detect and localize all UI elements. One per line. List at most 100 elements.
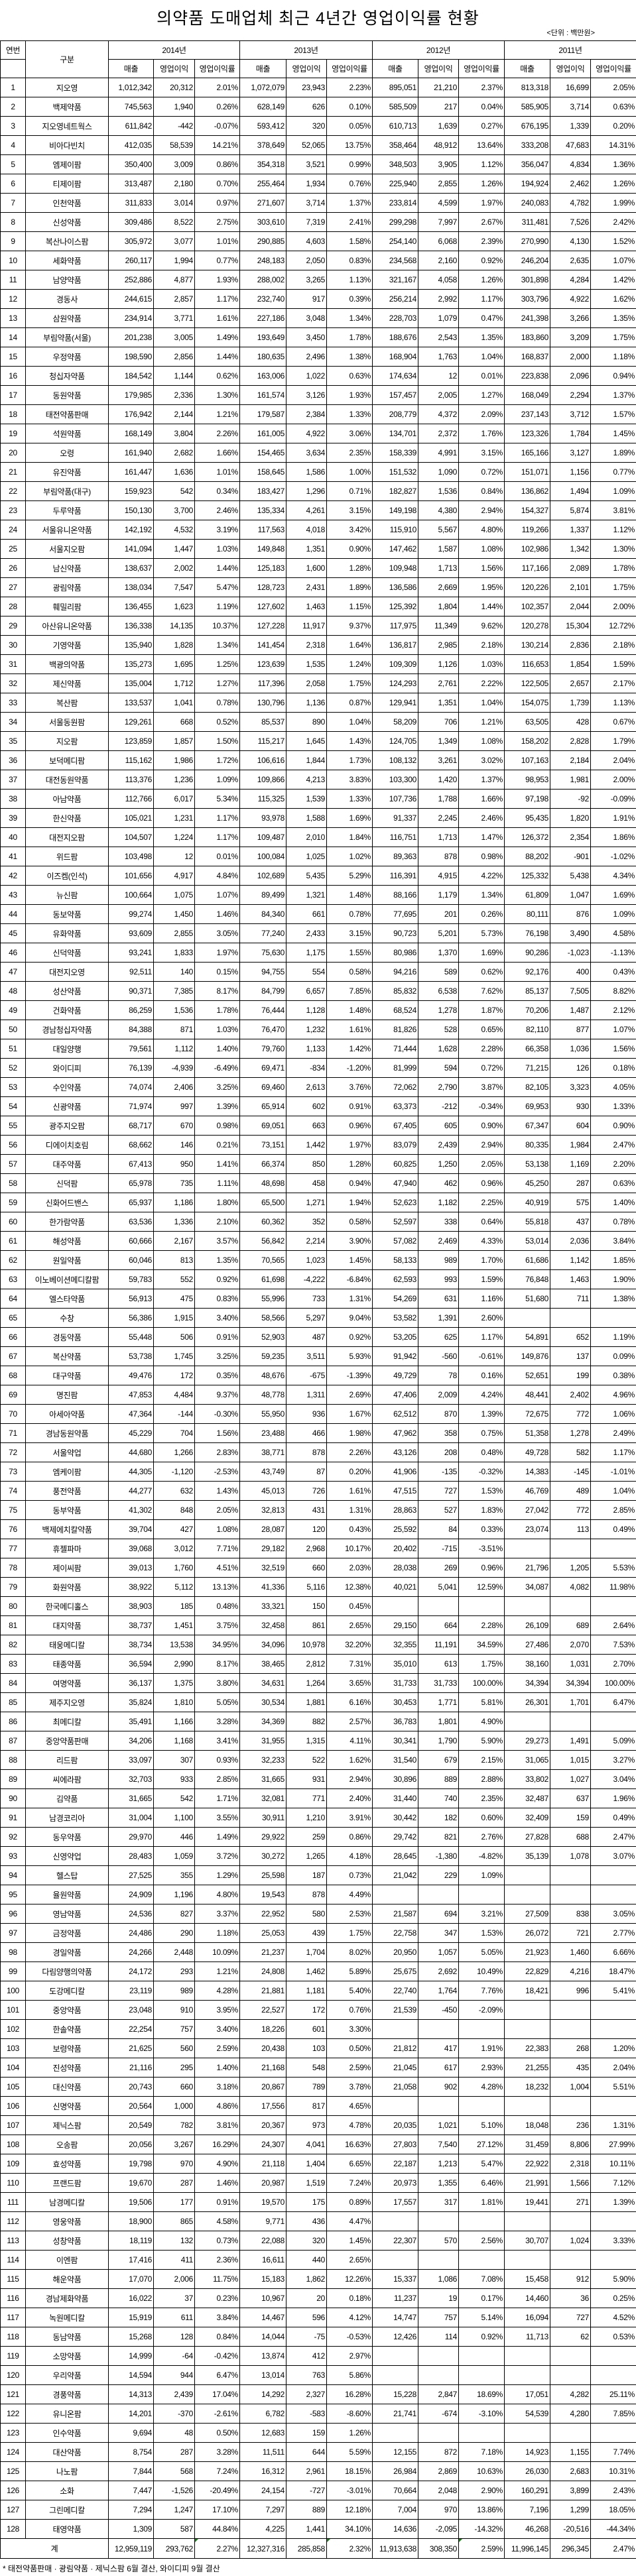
cell-operating-margin: 1.44%	[458, 597, 505, 616]
table-row: 1 지오영 1,012,342 20,312 2.01% 1,072,079 23,943 2…	[0, 78, 636, 97]
cell-sales: 160,291	[504, 2481, 550, 2500]
cell-operating-margin: 4.34%	[590, 866, 636, 886]
cell-operating-profit: 931	[286, 1769, 327, 1789]
cell-operating-margin: 1.75%	[458, 1654, 505, 1674]
company-name: 오송팜	[25, 2135, 109, 2154]
cell-operating-margin: 4.58%	[590, 923, 636, 943]
cell-operating-profit: 1,695	[153, 654, 195, 674]
cell-operating-profit: 1,588	[286, 808, 327, 828]
cell-operating-margin: 2.37%	[458, 78, 505, 97]
cell-sales: 18,900	[108, 2211, 154, 2231]
cell-sales: 115,325	[239, 789, 286, 809]
cell-operating-profit: 1,004	[550, 2077, 591, 2097]
cell-operating-profit: 78	[418, 1366, 459, 1385]
cell-operating-profit: 411	[153, 2250, 195, 2270]
table-row: 95 율원약품 24,909 1,196 4.80% 19,543 878 4.49%	[0, 1885, 636, 1904]
cell-sales: 22,829	[504, 1961, 550, 1981]
cell-operating-profit: 87	[286, 1462, 327, 1482]
cell-operating-profit: 4,922	[550, 289, 591, 309]
cell-operating-margin: 12.38%	[326, 1577, 373, 1597]
cell-operating-profit: 1,833	[153, 943, 195, 963]
cell-sales: 52,651	[504, 1366, 550, 1385]
table-row: 85 제주지오영 35,824 1,810 5.05% 30,534 1,881 6.16% 3…	[0, 1692, 636, 1712]
cell-operating-margin: 2.77%	[590, 1923, 636, 1943]
table-row: 36 보덕메디팜 115,162 1,986 1.72% 106,616 1,844 1.73…	[0, 750, 636, 770]
cell-operating-margin: 1.21%	[458, 712, 505, 732]
table-row: 91 남경코리아 31,004 1,100 3.55% 30,911 1,210 3.91% 3…	[0, 1808, 636, 1828]
cell-sales: 55,996	[239, 1289, 286, 1309]
cell-sales: 198,590	[108, 347, 154, 367]
cell-sales: 18,048	[504, 2115, 550, 2135]
cell-operating-profit: 7,540	[418, 2135, 459, 2154]
cell-operating-margin: 1.38%	[590, 1289, 636, 1309]
cell-operating-profit: 446	[153, 1827, 195, 1847]
cell-operating-profit: 3,712	[550, 404, 591, 424]
cell-sales: 290,885	[239, 231, 286, 251]
cell-operating-margin: 25.11%	[590, 2384, 636, 2404]
cell-operating-margin: 0.34%	[194, 481, 240, 501]
cell-sales: 22,922	[504, 2154, 550, 2174]
cell-operating-margin: 1.49%	[194, 1827, 240, 1847]
cell-sales: 61,698	[239, 1269, 286, 1289]
cell-operating-profit	[550, 2000, 591, 2020]
cell-sales: 24,536	[108, 1904, 154, 1924]
cell-operating-margin: 0.49%	[590, 1808, 636, 1828]
cell-operating-profit: -1,120	[153, 1462, 195, 1482]
cell-operating-margin: 7.76%	[458, 1981, 505, 2001]
cell-sales: 36,137	[108, 1673, 154, 1693]
table-row: 103 보령약품 21,625 560 2.59% 20,438 103 0.50% 21,81…	[0, 2038, 636, 2058]
company-name: 뉴신팜	[25, 885, 109, 905]
cell-operating-profit: 838	[550, 1904, 591, 1924]
cell-sales: 12,426	[372, 2327, 418, 2347]
cell-operating-profit: -212	[418, 1096, 459, 1116]
cell-operating-profit	[550, 1885, 591, 1904]
cell-sales: 8,754	[108, 2442, 154, 2462]
cell-operating-profit: 5,874	[550, 500, 591, 520]
row-number: 127	[0, 2500, 26, 2520]
cell-sales: 20,743	[108, 2077, 154, 2097]
cell-operating-profit: 1,205	[550, 1558, 591, 1578]
cell-sales: 34,087	[504, 1577, 550, 1597]
cell-operating-margin: 1.62%	[326, 1750, 373, 1770]
cell-sales: 103,498	[108, 847, 154, 866]
cell-sales: 46,268	[504, 2519, 550, 2539]
cell-sales: 299,298	[372, 212, 418, 232]
cell-operating-profit: 1,025	[286, 847, 327, 866]
cell-operating-profit: 7,547	[153, 577, 195, 597]
cell-sales: 228,703	[372, 308, 418, 328]
cell-operating-margin: 0.53%	[590, 2327, 636, 2347]
row-number: 77	[0, 1539, 26, 1558]
cell-operating-profit: 611	[153, 2308, 195, 2327]
cell-sales: 31,540	[372, 1750, 418, 1770]
cell-operating-margin	[458, 1596, 505, 1616]
cell-operating-margin: 9.37%	[326, 616, 373, 636]
cell-sales: 313,487	[108, 174, 154, 194]
cell-sales: 154,075	[504, 693, 550, 713]
company-name: 대주약품	[25, 1154, 109, 1174]
cell-operating-profit: 1,639	[418, 116, 459, 136]
cell-operating-profit: 47,683	[550, 135, 591, 155]
cell-operating-profit: 4,917	[153, 866, 195, 886]
cell-operating-profit: 1,915	[153, 1308, 195, 1328]
cell-sales: 68,662	[108, 1135, 154, 1155]
cell-sales: 7,294	[108, 2500, 154, 2520]
cell-operating-margin: 2.43%	[590, 2481, 636, 2500]
cell-sales: 19,670	[108, 2173, 154, 2193]
cell-operating-profit: 2,180	[153, 174, 195, 194]
cell-operating-margin: 1.96%	[590, 1788, 636, 1808]
table-row: 2 백제약품 745,563 1,940 0.26% 628,149 626 0.10% 585…	[0, 97, 636, 117]
table-row: 80 한국메디홀스 38,903 185 0.48% 33,321 150 0.45%	[0, 1596, 636, 1616]
cell-sales: 22,187	[372, 2154, 418, 2174]
row-number: 105	[0, 2077, 26, 2097]
cell-sales: 63,373	[372, 1096, 418, 1116]
row-number: 123	[0, 2423, 26, 2443]
cell-sales: 154,327	[504, 500, 550, 520]
cell-operating-margin: 1.99%	[590, 193, 636, 213]
cell-operating-margin: 4.58%	[194, 2211, 240, 2231]
cell-sales: 26,301	[504, 1692, 550, 1712]
cell-sales: 176,942	[108, 404, 154, 424]
cell-operating-profit: 62	[550, 2327, 591, 2347]
cell-sales: 22,254	[108, 2019, 154, 2039]
cell-operating-margin: -0.07%	[194, 116, 240, 136]
cell-operating-margin	[590, 1539, 636, 1558]
